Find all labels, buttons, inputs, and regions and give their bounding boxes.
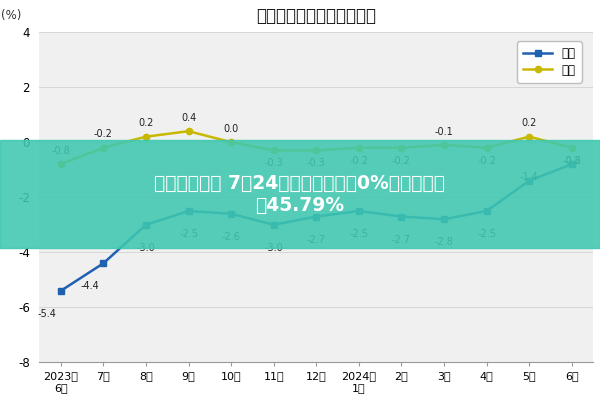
Text: (%): (%): [1, 9, 21, 22]
Text: -0.1: -0.1: [434, 126, 454, 136]
Text: -3.0: -3.0: [265, 243, 283, 253]
Text: -0.2: -0.2: [477, 156, 496, 166]
Text: -0.2: -0.2: [349, 156, 368, 166]
Title: 工业生产者出厂价格涨跌幅: 工业生产者出厂价格涨跌幅: [256, 7, 376, 25]
Line: 同比: 同比: [58, 161, 575, 294]
Text: -2.7: -2.7: [307, 234, 326, 244]
Text: -4.4: -4.4: [80, 281, 99, 291]
Text: 0.2: 0.2: [138, 118, 154, 128]
同比: [142, 222, 149, 227]
Text: -2.5: -2.5: [477, 229, 496, 239]
Text: -2.5: -2.5: [179, 229, 198, 239]
同比: [398, 214, 405, 219]
Text: 0.4: 0.4: [181, 113, 196, 123]
Text: -0.2: -0.2: [94, 129, 113, 139]
同比: [185, 209, 192, 214]
环比: [526, 134, 533, 139]
环比: [440, 142, 448, 147]
环比: [142, 134, 149, 139]
环比: [568, 145, 575, 150]
Text: 许昌股票配资 7月24日重银转债上涨0%，转股溢价
率45.79%: 许昌股票配资 7月24日重银转债上涨0%，转股溢价 率45.79%: [155, 174, 445, 214]
Text: -1.4: -1.4: [520, 172, 539, 182]
Text: -0.2: -0.2: [562, 156, 581, 166]
Text: -3.0: -3.0: [137, 243, 155, 253]
同比: [483, 209, 490, 214]
Text: -2.8: -2.8: [434, 237, 454, 247]
同比: [526, 178, 533, 183]
Text: -0.3: -0.3: [265, 158, 283, 168]
环比: [313, 148, 320, 153]
同比: [355, 209, 362, 214]
Text: -0.8: -0.8: [52, 146, 70, 156]
环比: [57, 162, 64, 167]
环比: [483, 145, 490, 150]
同比: [100, 261, 107, 266]
环比: [100, 145, 107, 150]
Text: -2.7: -2.7: [392, 234, 411, 244]
同比: [568, 162, 575, 167]
Text: -5.4: -5.4: [37, 309, 56, 319]
同比: [57, 288, 64, 293]
同比: [270, 222, 277, 227]
Text: -0.8: -0.8: [562, 156, 581, 166]
Text: 0.2: 0.2: [521, 118, 537, 128]
环比: [227, 140, 235, 144]
Text: -0.2: -0.2: [392, 156, 411, 166]
Legend: 同比, 环比: 同比, 环比: [517, 41, 581, 83]
Text: -2.6: -2.6: [221, 232, 241, 242]
Text: 0.0: 0.0: [223, 124, 239, 134]
环比: [185, 129, 192, 134]
同比: [227, 211, 235, 216]
同比: [440, 217, 448, 222]
Line: 环比: 环比: [58, 128, 575, 167]
环比: [270, 148, 277, 153]
环比: [355, 145, 362, 150]
Text: -2.5: -2.5: [349, 229, 368, 239]
Text: -0.3: -0.3: [307, 158, 326, 168]
同比: [313, 214, 320, 219]
环比: [398, 145, 405, 150]
